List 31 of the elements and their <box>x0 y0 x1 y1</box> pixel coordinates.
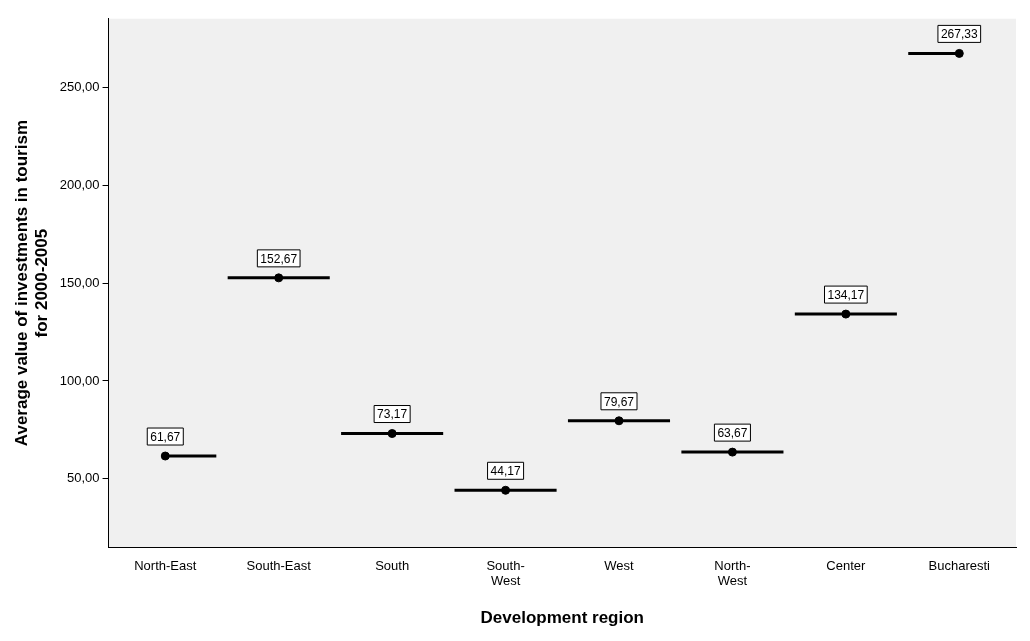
data-label: 73,17 <box>377 407 408 422</box>
point <box>841 309 851 319</box>
point <box>387 429 397 439</box>
y-tick-label: 100,00 <box>59 372 100 388</box>
x-tick-label: South <box>375 557 410 573</box>
point <box>160 451 170 461</box>
data-label: 44,17 <box>490 464 521 479</box>
x-tick-label: Bucharesti <box>928 557 991 573</box>
data-label: 61,67 <box>150 429 181 444</box>
y-tick-label: 200,00 <box>59 176 100 192</box>
x-tick-label: South-East <box>246 557 312 573</box>
point <box>501 485 511 495</box>
data-label: 63,67 <box>717 425 748 440</box>
x-axis-title: Development region <box>480 608 644 628</box>
x-tick-label: West <box>604 557 635 573</box>
data-label: 152,67 <box>260 251 298 266</box>
point <box>614 416 624 426</box>
point <box>727 447 737 457</box>
y-tick-label: 50,00 <box>67 470 100 486</box>
x-tick-label: North-East <box>134 557 197 573</box>
point <box>954 48 964 58</box>
y-axis-title: Average value of investments in tourism for 2000-2005 <box>11 119 52 447</box>
x-tick-label: South- West <box>486 557 525 589</box>
x-tick-label: North- West <box>714 557 751 589</box>
x-tick-label: Center <box>826 557 867 573</box>
data-label: 267,33 <box>940 27 978 42</box>
y-tick-label: 250,00 <box>59 78 100 94</box>
point <box>274 273 284 283</box>
data-label: 134,17 <box>827 287 865 302</box>
y-tick-label: 150,00 <box>59 274 100 290</box>
data-label: 79,67 <box>603 394 635 409</box>
